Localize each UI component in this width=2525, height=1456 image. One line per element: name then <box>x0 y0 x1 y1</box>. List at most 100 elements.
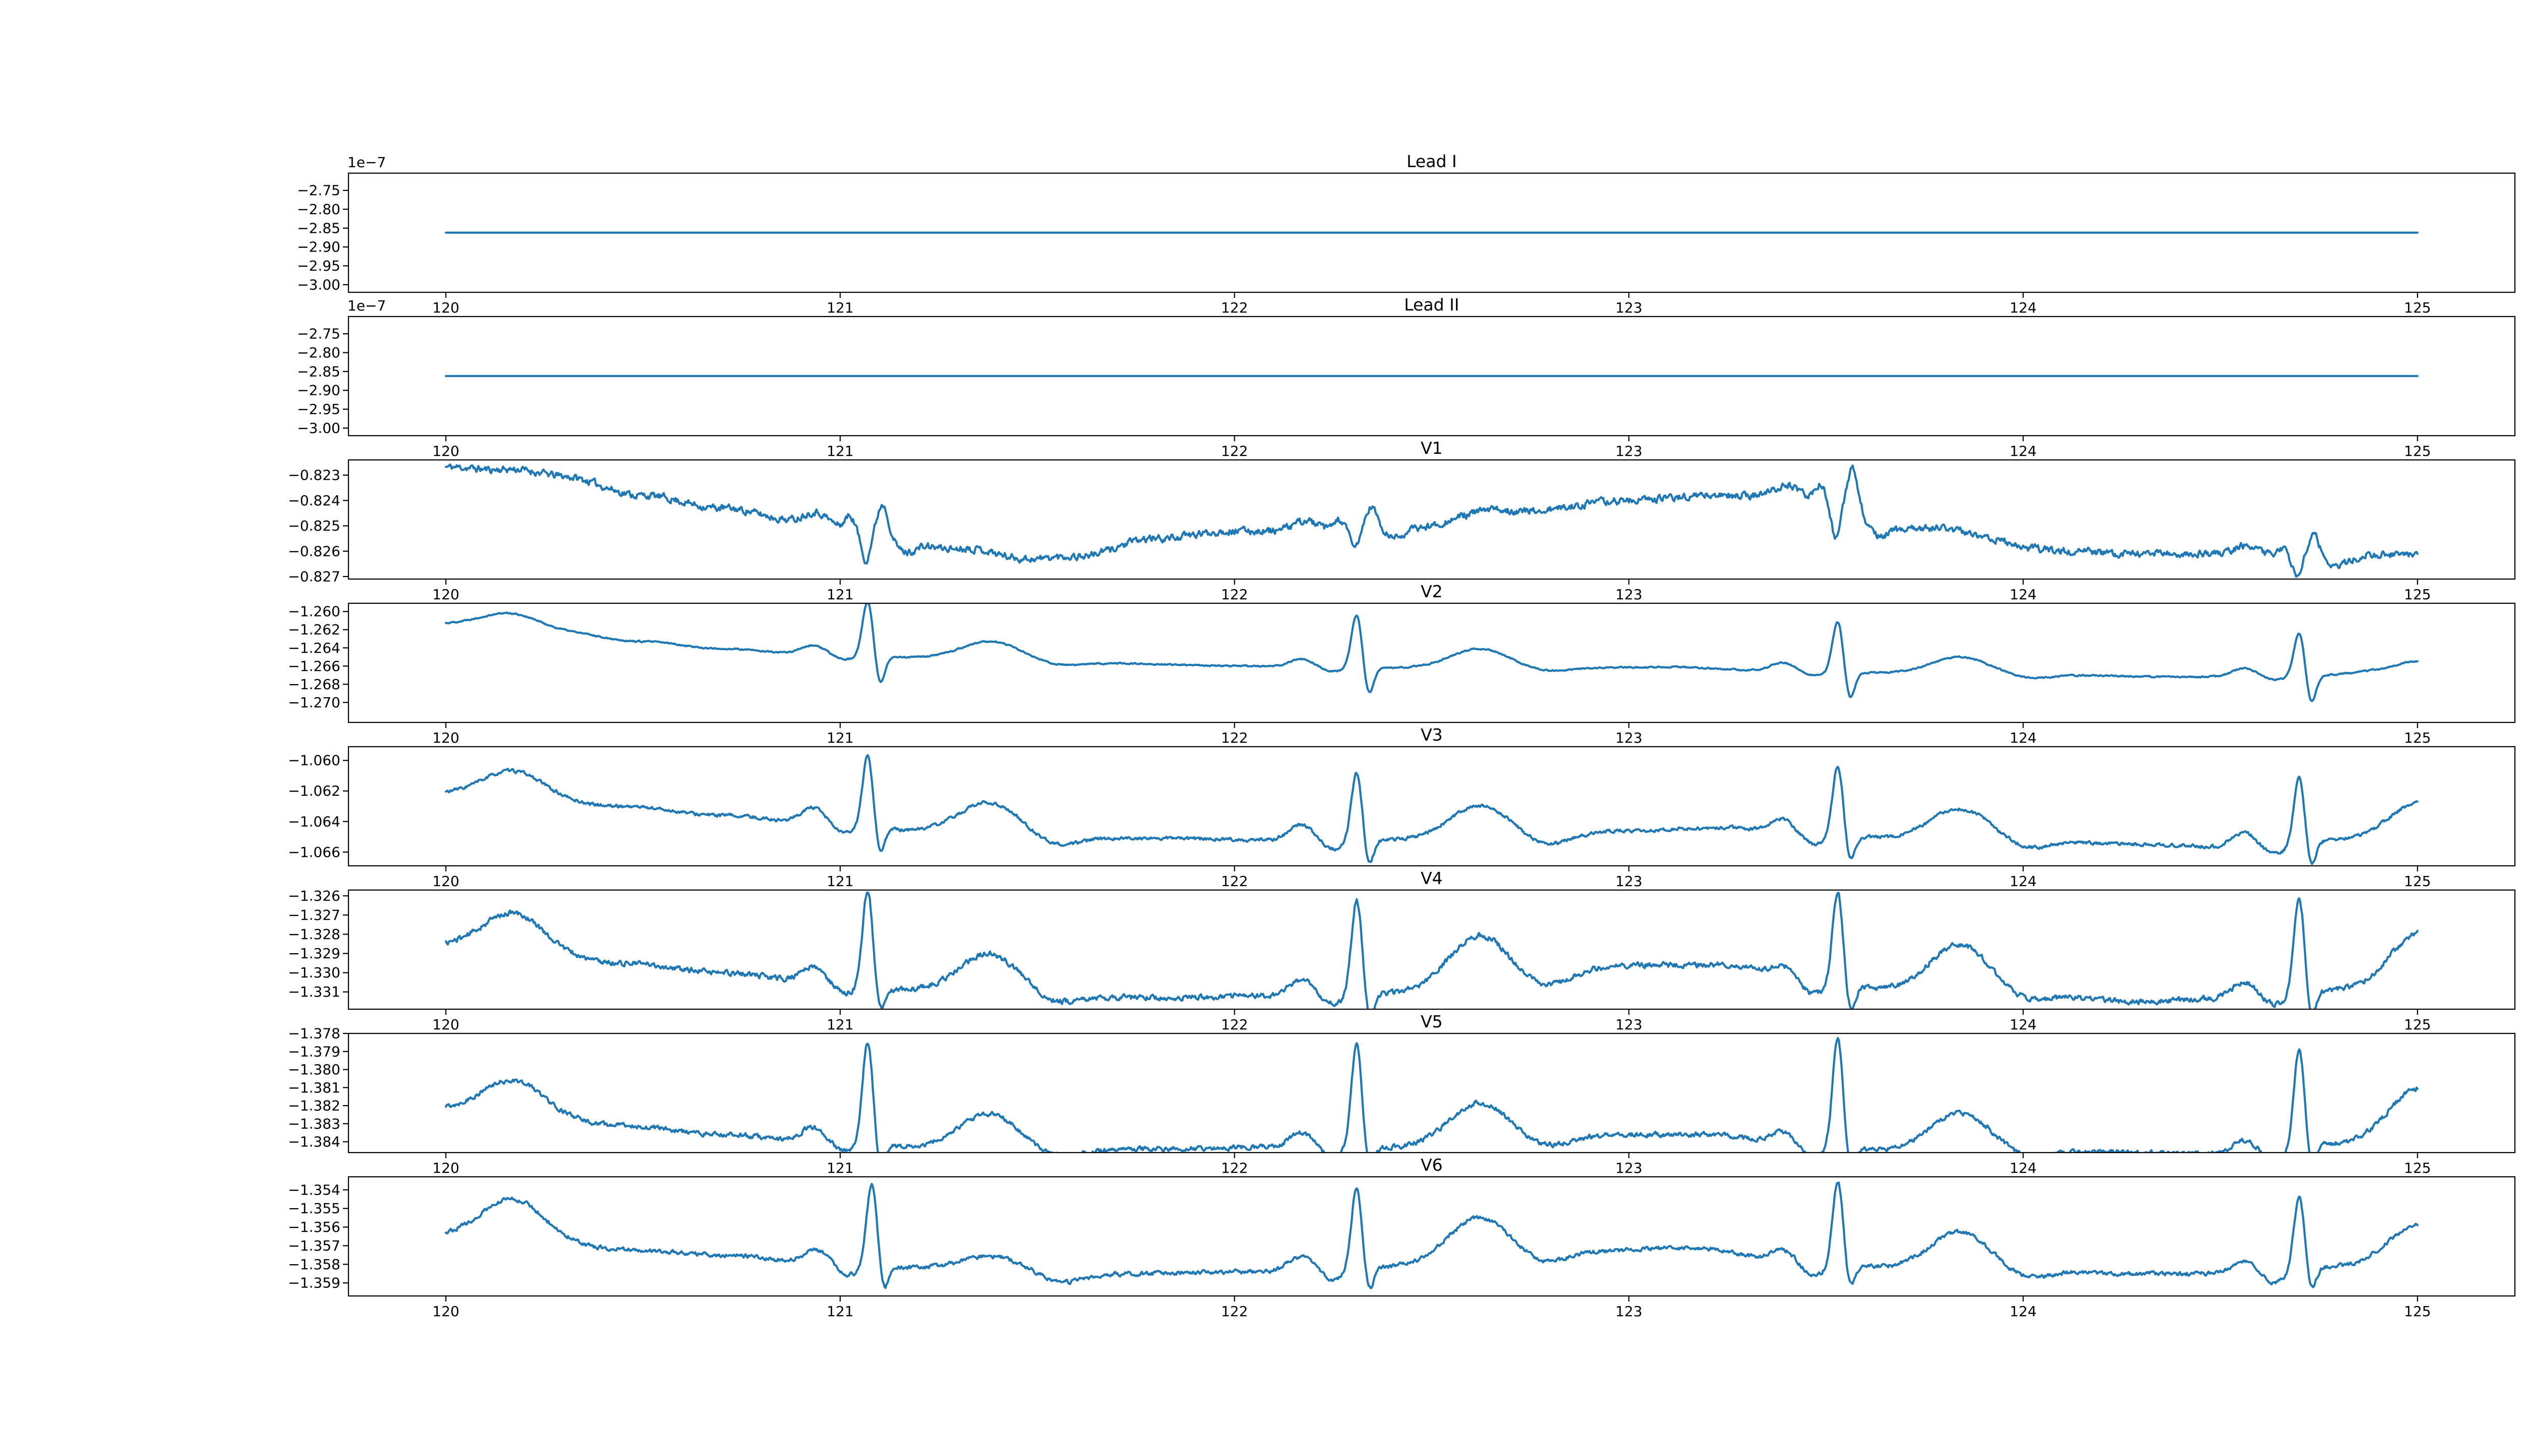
x-tick-label: 125 <box>2404 299 2431 316</box>
x-tick-label: 124 <box>2010 443 2037 459</box>
x-tick-label: 120 <box>432 299 459 316</box>
y-tick-label: −1.266 <box>288 658 340 674</box>
ecg-trace-v1 <box>444 463 2419 578</box>
y-tick-label: −0.827 <box>288 568 340 585</box>
subplot-lead-i: Lead I 1e−7 −2.75 −2.80 −2.85 −2.90 −2.95 −3.00… <box>297 151 2516 316</box>
x-tick-label: 123 <box>1615 1303 1642 1320</box>
y-tick-label: −2.75 <box>297 326 340 342</box>
subplot-v4: V4 −1.326 −1.327 −1.328 −1.329 −1.330 −1.331 12… <box>288 868 2516 1033</box>
subplot-title-v5: V5 <box>1421 1012 1443 1031</box>
y-tick-label: −2.80 <box>297 201 340 218</box>
x-tick-label: 123 <box>1615 443 1642 459</box>
x-tick-label: 121 <box>827 730 853 746</box>
ecg-trace-v2 <box>444 603 2419 702</box>
y-tick-label: −0.825 <box>288 517 340 534</box>
subplot-title-lead-ii: Lead II <box>1404 295 1459 315</box>
y-tick-label: −1.383 <box>288 1115 340 1132</box>
y-tick-label: −2.90 <box>297 239 340 255</box>
subplot-title-lead-i: Lead I <box>1406 151 1457 171</box>
y-tick-label: −1.326 <box>288 888 340 904</box>
y-tick-label: −1.359 <box>288 1275 340 1291</box>
y-tick-label: −1.327 <box>288 907 340 923</box>
x-tick-label: 125 <box>2404 730 2431 746</box>
x-tick-label: 125 <box>2404 586 2431 603</box>
subplot-v3: V3 −1.060 −1.062 −1.064 −1.066 120 121 122 123 12… <box>288 725 2516 890</box>
x-tick-label: 125 <box>2404 1016 2431 1033</box>
y-tick-label: −1.330 <box>288 964 340 981</box>
axes-box-lead-i <box>347 172 2516 293</box>
y-tick-label: −1.355 <box>288 1200 340 1217</box>
x-tick-label: 122 <box>1221 873 1248 890</box>
y-tick-label: −1.060 <box>288 752 340 769</box>
subplot-title-v2: V2 <box>1421 582 1443 601</box>
subplot-lead-ii: Lead II 1e−7 −2.75 −2.80 −2.85 −2.90 −2.95 −3.0… <box>297 295 2516 459</box>
y-tick-label: −0.826 <box>288 543 340 559</box>
axes-box-v1 <box>347 459 2516 580</box>
y-tick-label: −1.381 <box>288 1079 340 1096</box>
x-tick-label: 125 <box>2404 1303 2431 1320</box>
x-tick-label: 121 <box>827 586 853 603</box>
x-tick-label: 123 <box>1615 1160 1642 1176</box>
x-tick-label: 122 <box>1221 1016 1248 1033</box>
x-tick-label: 120 <box>432 443 459 459</box>
x-tick-label: 122 <box>1221 586 1248 603</box>
x-tick-label: 121 <box>827 873 853 890</box>
x-tick-label: 121 <box>827 299 853 316</box>
y-tick-label: −2.90 <box>297 382 340 399</box>
x-tick-label: 125 <box>2404 873 2431 890</box>
x-tick-label: 124 <box>2010 1160 2037 1176</box>
axes-box-v6 <box>347 1176 2516 1297</box>
x-tick-label: 123 <box>1615 586 1642 603</box>
y-tick-label: −2.95 <box>297 401 340 418</box>
x-tick-label: 123 <box>1615 873 1642 890</box>
x-tick-label: 124 <box>2010 1016 2037 1033</box>
y-tick-label: −0.824 <box>288 492 340 509</box>
y-axis-offset-label: 1e−7 <box>347 154 386 171</box>
x-tick-label: 120 <box>432 1016 459 1033</box>
subplot-v2: V2 −1.260−1.262 −1.264 −1.266 −1.268−1.270 12… <box>288 582 2516 746</box>
x-tick-label: 124 <box>2010 730 2037 746</box>
x-tick-label: 123 <box>1615 1016 1642 1033</box>
y-tick-label: −2.75 <box>297 182 340 199</box>
y-tick-label: −2.80 <box>297 344 340 361</box>
y-tick-label: −1.356 <box>288 1219 340 1235</box>
y-tick-label: −3.00 <box>297 276 340 293</box>
subplot-v1: V1 −0.823 −0.824 −0.825 −0.826 −0.827 120 121 12… <box>288 438 2516 603</box>
y-tick-label: −1.062 <box>288 783 340 799</box>
subplot-title-v6: V6 <box>1421 1155 1443 1175</box>
subplot-title-v4: V4 <box>1421 868 1443 888</box>
x-tick-label: 124 <box>2010 299 2037 316</box>
x-tick-label: 124 <box>2010 873 2037 890</box>
axes-box-v5 <box>347 1032 2516 1154</box>
y-tick-label: −2.95 <box>297 257 340 274</box>
x-tick-label: 122 <box>1221 730 1248 746</box>
y-tick-label: −3.00 <box>297 420 340 436</box>
y-tick-label: −2.85 <box>297 363 340 380</box>
y-tick-label: −1.379 <box>288 1043 340 1060</box>
x-tick-label: 121 <box>827 1160 853 1176</box>
ecg-trace-v6 <box>444 1181 2419 1289</box>
x-tick-label: 121 <box>827 1016 853 1033</box>
x-tick-label: 122 <box>1221 299 1248 316</box>
x-tick-label: 125 <box>2404 1160 2431 1176</box>
y-tick-label: −1.382 <box>288 1098 340 1114</box>
x-tick-label: 123 <box>1615 299 1642 316</box>
subplot-v5: V5 −1.378−1.379−1.380−1.381 −1.382−1.383−1… <box>288 1012 2516 1176</box>
x-tick-label: 122 <box>1221 1160 1248 1176</box>
y-tick-label: −1.354 <box>288 1181 340 1198</box>
x-tick-label: 122 <box>1221 1303 1248 1320</box>
y-tick-label: −1.378 <box>288 1025 340 1042</box>
x-tick-label: 123 <box>1615 730 1642 746</box>
y-tick-label: −1.064 <box>288 813 340 830</box>
x-tick-label: 121 <box>827 1303 853 1320</box>
subplot-title-v3: V3 <box>1421 725 1443 745</box>
y-tick-label: −1.331 <box>288 983 340 1000</box>
x-tick-label: 120 <box>432 873 459 890</box>
x-tick-label: 125 <box>2404 443 2431 459</box>
x-tick-label: 122 <box>1221 443 1248 459</box>
x-tick-label: 124 <box>2010 1303 2037 1320</box>
y-tick-label: −1.262 <box>288 621 340 638</box>
x-tick-label: 120 <box>432 586 459 603</box>
x-tick-label: 120 <box>432 1303 459 1320</box>
